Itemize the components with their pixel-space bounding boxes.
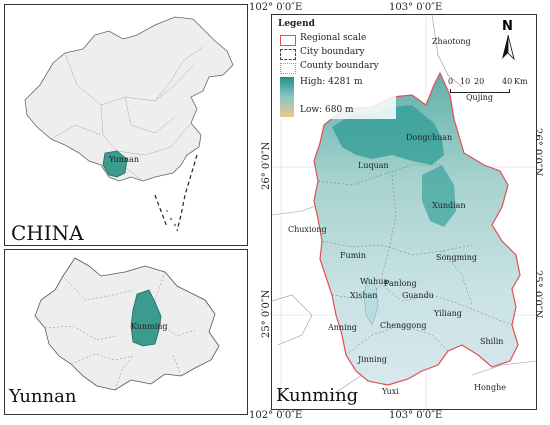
tick-top-102: 102° 0′0″E [249, 2, 303, 13]
china-map [24, 16, 234, 232]
scale-tick-0: 0 [448, 77, 454, 86]
yunnan-map [34, 257, 220, 391]
label-zhaotong: Zhaotong [432, 37, 471, 46]
label-yiliang: Yiliang [434, 309, 462, 318]
legend-regional-scale: Regional scale [300, 33, 367, 43]
legend: Legend Regional scale City boundary Coun… [276, 19, 396, 119]
label-panlong: Panlong [384, 279, 417, 288]
china-outline [24, 16, 234, 182]
north-arrow: N [494, 19, 522, 63]
legend-swatch-city [280, 49, 296, 60]
legend-title: Legend [278, 19, 315, 29]
label-shilin: Shilin [480, 337, 504, 346]
label-xishan: Xishan [350, 291, 378, 300]
province-boundaries [50, 46, 204, 182]
legend-low: Low: 680 m [300, 105, 354, 115]
legend-swatch-regional [280, 35, 296, 46]
label-jinning: Jinning [358, 355, 387, 364]
north-letter: N [502, 19, 513, 34]
county-boundaries [317, 164, 513, 356]
yunnan-highlight [102, 150, 128, 178]
scale-tick-km: Km [514, 77, 528, 86]
scale-tick-40: 40 [502, 77, 513, 86]
kunming-panel-frame: 102° 0′0″E 103° 0′0″E 102° 0′0″E 103° 0′… [249, 0, 550, 425]
dianchi-lake [363, 276, 379, 326]
kunming-highlight [130, 289, 162, 347]
label-yuxi: Yuxi [382, 387, 399, 396]
scale-tick-10: 10 [460, 77, 471, 86]
china-panel: Yunnan CHINA [4, 4, 248, 246]
label-wuhua: Wuhua [360, 277, 389, 286]
yunnan-outline [34, 257, 220, 391]
scale-label-qujing: Qujing [466, 93, 494, 102]
prefecture-boundaries [44, 271, 196, 391]
xundian-highlands [422, 165, 456, 227]
legend-high: High: 4281 m [300, 77, 363, 87]
china-panel-label: CHINA [11, 221, 84, 245]
label-chenggong: Chenggong [380, 321, 427, 330]
label-songming: Songming [436, 253, 477, 262]
label-dongchuan: Dongchuan [406, 133, 453, 142]
legend-swatch-county [280, 63, 296, 74]
northern-highlands [332, 105, 444, 165]
label-fumin: Fumin [340, 251, 366, 260]
yunnan-panel-label: Yunnan [9, 386, 77, 407]
scale-bar-line [450, 89, 510, 93]
label-luquan: Luquan [358, 161, 389, 170]
south-china-sea-islands [166, 210, 177, 227]
tick-bottom-103: 103° 0′0″E [389, 410, 443, 421]
label-anning: Anning [328, 323, 357, 332]
nine-dash-line [154, 154, 198, 232]
tick-top-103: 103° 0′0″E [389, 2, 443, 13]
legend-city-boundary: City boundary [300, 47, 365, 57]
legend-county-boundary: County boundary [300, 61, 379, 71]
kunming-panel-label: Kunming [276, 385, 359, 406]
north-arrow-icon [502, 34, 515, 61]
scale-bar: 0 10 20 40 Km Qujing [448, 77, 534, 107]
kunming-region-label: Kunming [131, 322, 168, 331]
kunming-map-panel: Legend Regional scale City boundary Coun… [271, 14, 537, 410]
legend-relief-ramp [280, 77, 294, 117]
yunnan-label: Yunnan [109, 155, 139, 164]
scale-tick-20: 20 [474, 77, 485, 86]
label-honghe: Honghe [474, 383, 506, 392]
kunming-map [272, 15, 536, 409]
tick-bottom-102: 102° 0′0″E [249, 410, 303, 421]
yunnan-panel: Kunming Yunnan [4, 249, 248, 415]
label-chuxiong: Chuxiong [288, 225, 327, 234]
label-xundian: Xundian [432, 201, 466, 210]
label-guandu: Guandu [402, 291, 434, 300]
